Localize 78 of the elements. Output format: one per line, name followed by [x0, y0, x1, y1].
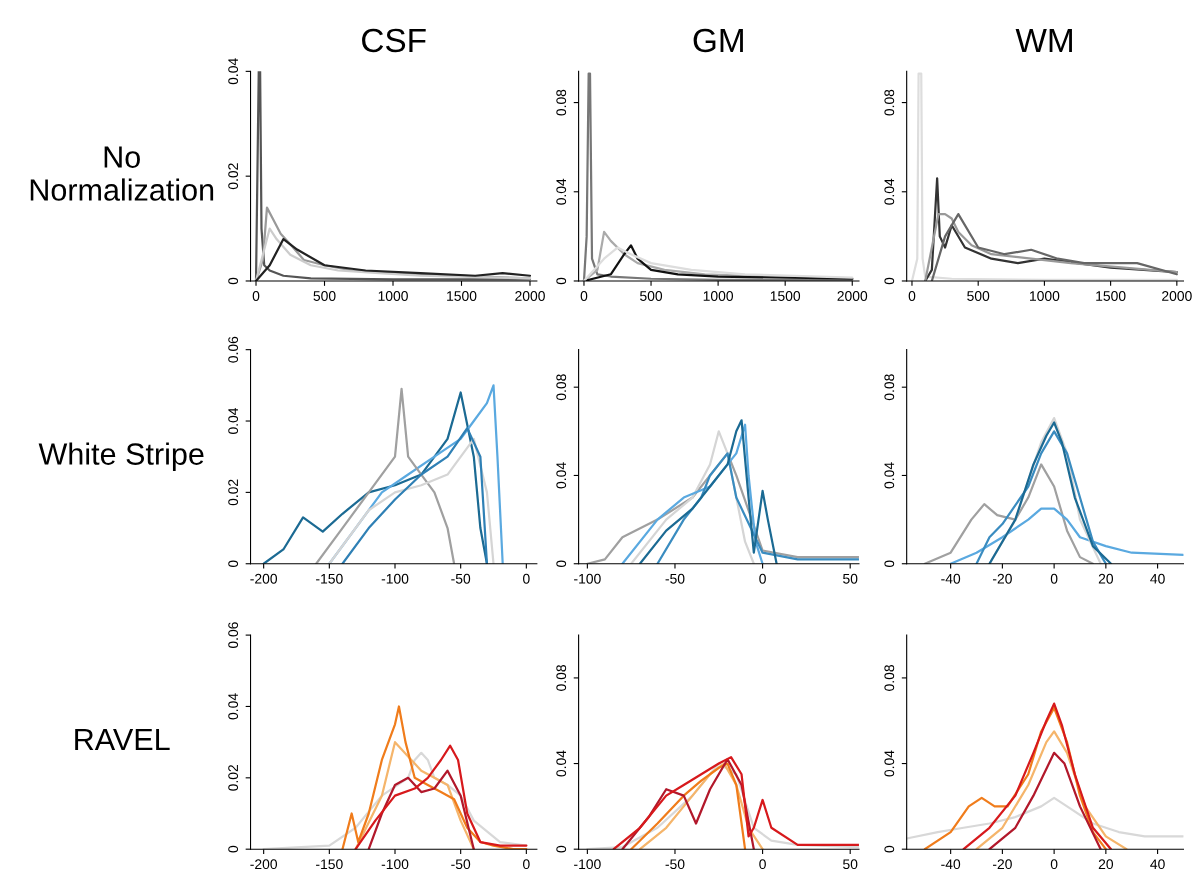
y-tick-label: 0 — [228, 560, 239, 568]
x-tick-label: 40 — [1150, 859, 1165, 870]
x-tick-label: 0 — [580, 291, 588, 301]
y-tick-label: 0 — [884, 560, 895, 568]
x-tick-label: 0 — [908, 291, 916, 301]
y-tick-label: 0.02 — [228, 163, 239, 190]
y-tick-label: 0.08 — [884, 665, 895, 691]
y-tick-label: 0 — [228, 845, 239, 853]
x-tick-label: 50 — [843, 859, 858, 870]
x-tick-label: -50 — [665, 573, 685, 584]
x-tick-label: -20 — [992, 573, 1012, 584]
y-tick-label: 0.02 — [228, 765, 239, 791]
x-tick-label: 1000 — [703, 291, 734, 301]
x-tick-label: 0 — [759, 573, 766, 584]
x-tick-label: 1500 — [770, 291, 801, 301]
x-tick-label: 20 — [1098, 573, 1114, 584]
x-tick-label: -200 — [250, 573, 278, 584]
y-tick-label: 0.04 — [228, 58, 239, 85]
chart-title: CSF — [362, 28, 426, 53]
y-tick-label: 0 — [556, 560, 567, 568]
x-tick-label: -20 — [992, 859, 1012, 870]
chart-title: WM — [1015, 28, 1072, 52]
y-tick-label: 0.08 — [556, 374, 567, 401]
y-tick-label: 0 — [556, 277, 567, 285]
x-tick-label: -150 — [316, 859, 343, 870]
x-tick-label: 1000 — [1030, 291, 1060, 301]
x-tick-label: 1500 — [1096, 291, 1126, 301]
x-tick-label: 0 — [759, 859, 766, 870]
x-tick-label: 20 — [1098, 859, 1114, 870]
y-tick-label: 0.02 — [228, 479, 239, 506]
x-tick-label: -100 — [381, 859, 409, 870]
x-tick-label: 0 — [523, 859, 530, 870]
y-tick-label: 0.04 — [228, 693, 239, 720]
y-tick-label: 0.08 — [884, 89, 895, 116]
x-tick-label: 50 — [843, 573, 858, 584]
x-tick-label: -100 — [381, 573, 409, 584]
x-tick-label: 0 — [523, 573, 530, 584]
y-tick-label: 0.04 — [884, 462, 895, 489]
chart-title: GM — [693, 28, 743, 53]
y-tick-label: 0.06 — [228, 336, 239, 363]
x-tick-label: 2000 — [515, 291, 545, 301]
y-tick-label: 0 — [556, 845, 567, 853]
y-tick-label: 0.04 — [884, 178, 895, 205]
x-tick-label: 500 — [313, 291, 336, 301]
x-tick-label: -100 — [574, 859, 601, 870]
x-tick-label: -50 — [665, 859, 685, 870]
x-tick-label: 0 — [1050, 573, 1058, 584]
y-tick-label: 0 — [884, 277, 895, 285]
x-tick-label: 0 — [1050, 859, 1058, 870]
x-tick-label: -50 — [451, 573, 471, 584]
y-tick-label: 0.08 — [884, 374, 895, 401]
y-axis-title: RAVEL — [75, 729, 170, 751]
y-tick-label: 0.08 — [556, 665, 567, 691]
x-tick-label: 500 — [640, 291, 663, 301]
x-tick-label: 2000 — [1162, 291, 1192, 301]
y-tick-label: 0.08 — [556, 89, 567, 116]
y-tick-label: 0.04 — [556, 462, 567, 489]
x-tick-label: -150 — [316, 573, 343, 584]
x-tick-label: -200 — [250, 859, 278, 870]
y-tick-label: 0.04 — [556, 750, 567, 777]
x-tick-label: 1500 — [447, 291, 477, 301]
x-tick-label: -50 — [451, 859, 471, 870]
x-tick-label: 500 — [967, 291, 990, 301]
x-tick-label: 0 — [252, 291, 260, 301]
y-tick-label: 0.04 — [556, 178, 567, 205]
y-tick-label: 0.04 — [884, 750, 895, 777]
y-tick-label: 0.06 — [228, 622, 239, 649]
y-axis-title: No Normalization — [30, 146, 214, 201]
y-axis-title: White Stripe — [38, 442, 204, 471]
y-tick-label: 0.04 — [228, 407, 239, 434]
x-tick-label: 2000 — [837, 291, 868, 301]
x-tick-label: -100 — [574, 573, 601, 584]
x-tick-label: 40 — [1150, 573, 1165, 584]
y-tick-label: 0 — [884, 845, 895, 853]
x-tick-label: -40 — [941, 859, 961, 870]
y-tick-label: 0 — [228, 277, 239, 285]
x-tick-label: -40 — [941, 573, 961, 584]
x-tick-label: 1000 — [378, 291, 408, 301]
